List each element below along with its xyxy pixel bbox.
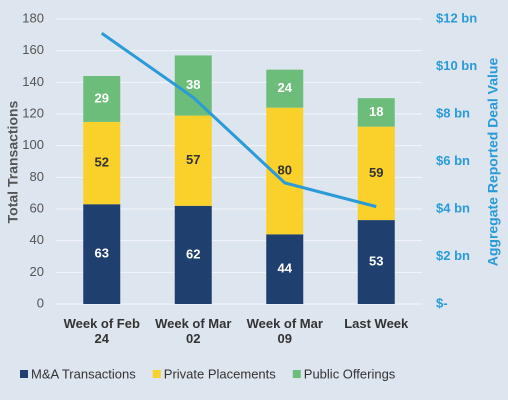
y2-tick-label: $-	[436, 295, 448, 310]
y-tick-label: 120	[22, 105, 44, 120]
data-label: 44	[278, 261, 293, 276]
y2-tick-label: $4 bn	[436, 200, 470, 215]
line-series	[100, 32, 377, 209]
y-tick-label: 140	[22, 74, 44, 89]
data-label: 24	[278, 80, 293, 95]
x-tick-label: Last Week	[344, 316, 409, 331]
data-label: 80	[278, 162, 292, 177]
y2-tick-label: $2 bn	[436, 248, 470, 263]
bar-segment	[83, 121, 121, 205]
x-tick-label: Week of Mar 09	[246, 316, 323, 346]
bar-segment	[266, 69, 304, 108]
data-label: 63	[95, 246, 109, 261]
y-tick-label: 80	[30, 169, 44, 184]
legend-label: Public Offerings	[304, 366, 396, 381]
data-label: 62	[186, 246, 200, 261]
bar-segment	[357, 220, 395, 304]
bar-segment	[174, 115, 212, 206]
y-tick-label: 160	[22, 42, 44, 57]
y2-tick-label: $6 bn	[436, 153, 470, 168]
legend-label: M&A Transactions	[31, 366, 136, 381]
bar-segment	[174, 55, 212, 116]
legend-swatch	[152, 370, 161, 378]
y-tick-label: 60	[30, 200, 44, 215]
y2-tick-label: $12 bn	[436, 10, 477, 25]
bar-segment	[357, 98, 395, 127]
bar-segment	[83, 76, 121, 122]
legend-swatch	[292, 370, 301, 378]
data-label: 29	[95, 90, 109, 105]
bar-segment	[174, 205, 212, 304]
legend-label: Private Placements	[164, 366, 276, 381]
y-axis-title: Total Transactions	[5, 100, 21, 223]
x-tick-label: Week of Mar 02	[155, 316, 232, 346]
bar-segment	[266, 234, 304, 304]
data-label: 38	[186, 77, 200, 92]
y2-tick-label: $8 bn	[436, 105, 470, 120]
data-label: 59	[369, 165, 383, 180]
y-tick-label: 40	[30, 232, 44, 247]
legend-swatch	[20, 370, 28, 378]
data-label: 57	[186, 152, 200, 167]
data-label: 53	[369, 253, 383, 268]
data-label: 18	[369, 104, 383, 119]
y2-tick-label: $10 bn	[436, 58, 477, 73]
y2-axis-title: Aggregate Reported Deal Value	[485, 58, 501, 267]
y-tick-label: 180	[22, 10, 44, 25]
x-tick-label: Week of Feb 24	[63, 316, 140, 346]
y-tick-label: 100	[22, 137, 44, 152]
y-tick-label: 20	[30, 264, 44, 279]
bar-segment	[83, 204, 121, 304]
y-tick-label: 0	[37, 295, 44, 310]
data-label: 52	[95, 155, 109, 170]
